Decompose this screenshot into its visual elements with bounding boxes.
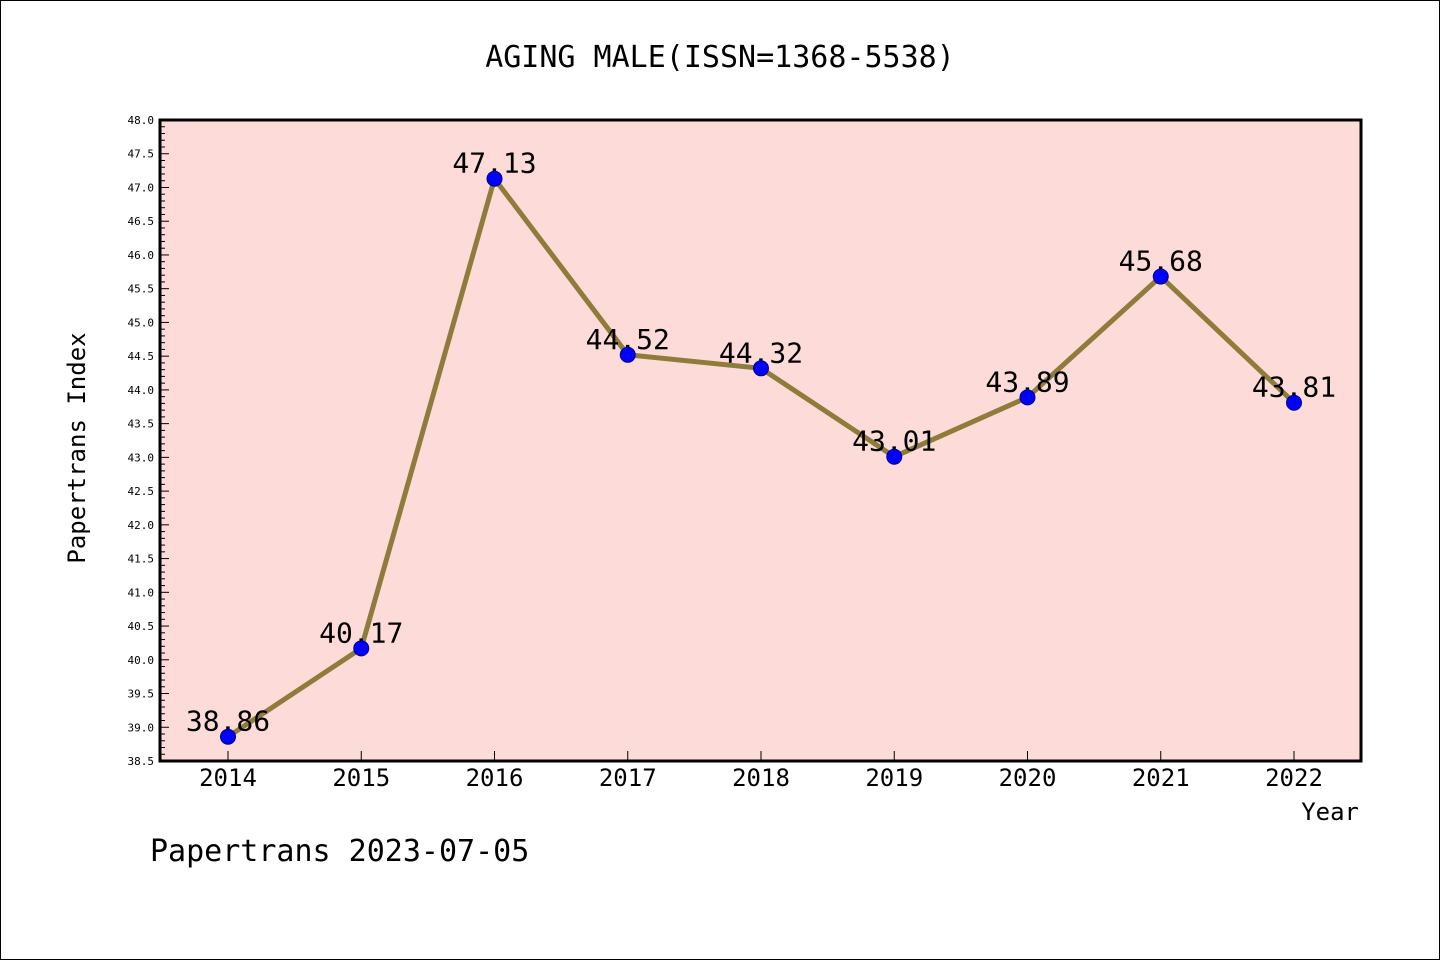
y-tick-label: 42.5 [128, 485, 155, 498]
data-point [220, 728, 236, 745]
data-point [1152, 268, 1169, 285]
y-tick-label: 43.0 [128, 451, 155, 464]
y-tick-label: 38.5 [128, 755, 155, 768]
y-tick-label: 41.0 [128, 586, 155, 599]
y-tick-label: 41.5 [128, 553, 155, 566]
y-tick-label: 43.5 [128, 418, 155, 431]
data-point [753, 360, 769, 377]
x-tick-label: 2020 [999, 764, 1057, 792]
footer-stamp: Papertrans 2023-07-05 [150, 834, 530, 869]
data-point [1286, 394, 1302, 411]
y-tick-label: 47.0 [128, 181, 155, 194]
data-point [353, 640, 370, 657]
y-axis: 38.5 39.0 39.5 40.0 40.5 41.0 41.5 42.0 42.5 43.0… [128, 114, 169, 768]
chart-title: AGING MALE(ISSN=1368-5538) [485, 40, 955, 75]
y-tick-label: 48.0 [128, 114, 155, 127]
data-point [1019, 389, 1036, 406]
x-tick-label: 2016 [466, 764, 524, 792]
y-tick-label: 47.5 [128, 148, 155, 161]
data-point [886, 448, 903, 465]
series-markers [220, 170, 1302, 745]
y-axis-label: Papertrans Index [63, 332, 91, 563]
x-axis: 2014 2015 2016 2017 2018 2019 2020 2021 2022 [199, 751, 1323, 792]
data-point [486, 170, 503, 187]
y-tick-label: 44.5 [128, 350, 155, 363]
x-tick-label: 2022 [1265, 764, 1323, 792]
x-tick-label: 2021 [1132, 764, 1190, 792]
x-tick-label: 2014 [199, 764, 257, 792]
plot-border [158, 118, 1363, 763]
x-tick-label: 2017 [599, 764, 657, 792]
y-tick-label: 45.5 [128, 283, 155, 296]
y-tick-label: 40.5 [128, 620, 155, 633]
y-tick-label: 42.0 [128, 519, 155, 532]
y-tick-label: 40.0 [128, 654, 155, 667]
y-tick-label: 45.0 [128, 316, 155, 329]
y-tick-label: 44.0 [128, 384, 155, 397]
x-axis-label: Year [1301, 798, 1359, 826]
x-tick-label: 2018 [732, 764, 790, 792]
y-tick-label: 46.0 [128, 249, 155, 262]
y-tick-label: 46.5 [128, 215, 155, 228]
y-tick-label: 39.5 [128, 688, 155, 701]
data-point [619, 346, 636, 363]
x-tick-label: 2015 [332, 764, 390, 792]
y-tick-label: 39.0 [128, 721, 155, 734]
x-tick-label: 2019 [865, 764, 923, 792]
